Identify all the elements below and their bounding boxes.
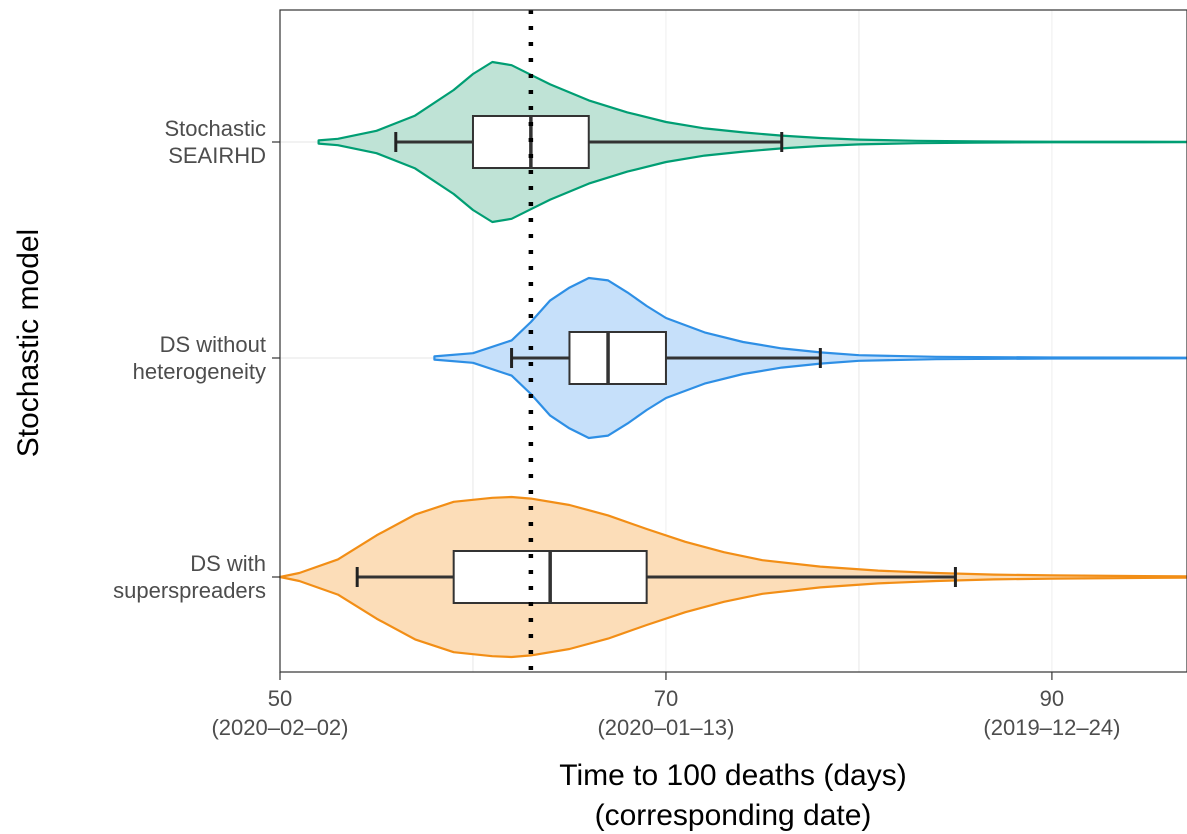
violin-group: [433, 276, 1187, 440]
violin-group: [278, 495, 1187, 659]
x-tick-date-label: (2019–12–24): [983, 715, 1120, 740]
y-axis-title: Stochastic model: [12, 229, 45, 457]
x-tick-date-label: (2020–02–02): [211, 715, 348, 740]
panel-border: [279, 9, 1187, 673]
x-tick-label: 50: [268, 686, 292, 711]
x-tick-date-label: (2020–01–13): [597, 715, 734, 740]
y-tick-label: SEAIRHD: [168, 143, 266, 168]
violins: [278, 60, 1187, 659]
y-tick-label: DS with: [190, 551, 266, 576]
y-tick-label: Stochastic: [165, 116, 267, 141]
x-tick-label: 70: [654, 686, 678, 711]
y-tick-label: DS without: [160, 332, 266, 357]
violin-group: [317, 60, 1187, 224]
y-tick-label: heterogeneity: [133, 359, 266, 384]
x-axis-title: Time to 100 deaths (days): [559, 759, 906, 792]
y-tick-label: superspreaders: [113, 578, 266, 603]
x-tick-label: 90: [1040, 686, 1064, 711]
box-iqr: [568, 331, 667, 385]
x-axis-subtitle: (corresponding date): [595, 799, 872, 832]
